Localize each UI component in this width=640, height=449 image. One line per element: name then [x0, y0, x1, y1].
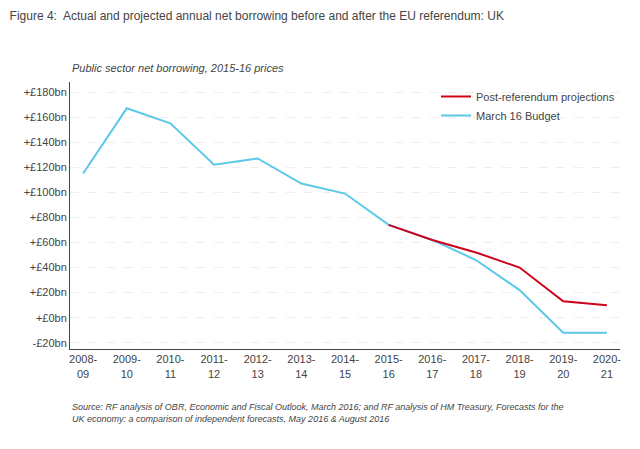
svg-text:-£20bn: -£20bn — [33, 337, 67, 349]
svg-text:2008-09: 2008-09 — [69, 353, 97, 379]
svg-text:2009-10: 2009-10 — [113, 353, 141, 379]
svg-text:Source: RF analysis of OBR, Ec: Source: RF analysis of OBR, Economic and… — [72, 402, 564, 424]
svg-text:Public sector net borrowing, 2: Public sector net borrowing, 2015-16 pri… — [72, 62, 284, 74]
svg-text:March 16 Budget: March 16 Budget — [476, 110, 560, 122]
svg-text:Post-referendum projections: Post-referendum projections — [476, 91, 615, 103]
svg-text:2018-19: 2018-19 — [506, 353, 534, 379]
svg-text:2012-13: 2012-13 — [244, 353, 272, 379]
svg-text:+£140bn: +£140bn — [24, 136, 67, 148]
svg-text:2013-14: 2013-14 — [287, 353, 315, 379]
svg-text:+£40bn: +£40bn — [30, 261, 67, 273]
svg-text:2014-15: 2014-15 — [331, 353, 359, 379]
svg-text:2011-12: 2011-12 — [200, 353, 228, 379]
svg-text:Figure 4: Actual and projecte: Figure 4: Actual and projected annual ne… — [10, 9, 504, 23]
svg-text:+£60bn: +£60bn — [30, 236, 67, 248]
svg-text:+£20bn: +£20bn — [30, 286, 67, 298]
svg-text:+£120bn: +£120bn — [24, 161, 67, 173]
svg-text:2015-16: 2015-16 — [375, 353, 403, 379]
svg-text:+£100bn: +£100bn — [24, 186, 67, 198]
svg-text:2019-20: 2019-20 — [549, 353, 577, 379]
svg-text:2020-21: 2020-21 — [593, 353, 621, 379]
svg-text:+£0bn: +£0bn — [36, 312, 67, 324]
svg-text:+£80bn: +£80bn — [30, 211, 67, 223]
svg-text:2016-17: 2016-17 — [418, 353, 446, 379]
svg-text:2010-11: 2010-11 — [156, 353, 184, 379]
svg-text:2017-18: 2017-18 — [462, 353, 490, 379]
svg-text:+£180bn: +£180bn — [24, 86, 67, 98]
svg-text:+£160bn: +£160bn — [24, 111, 67, 123]
